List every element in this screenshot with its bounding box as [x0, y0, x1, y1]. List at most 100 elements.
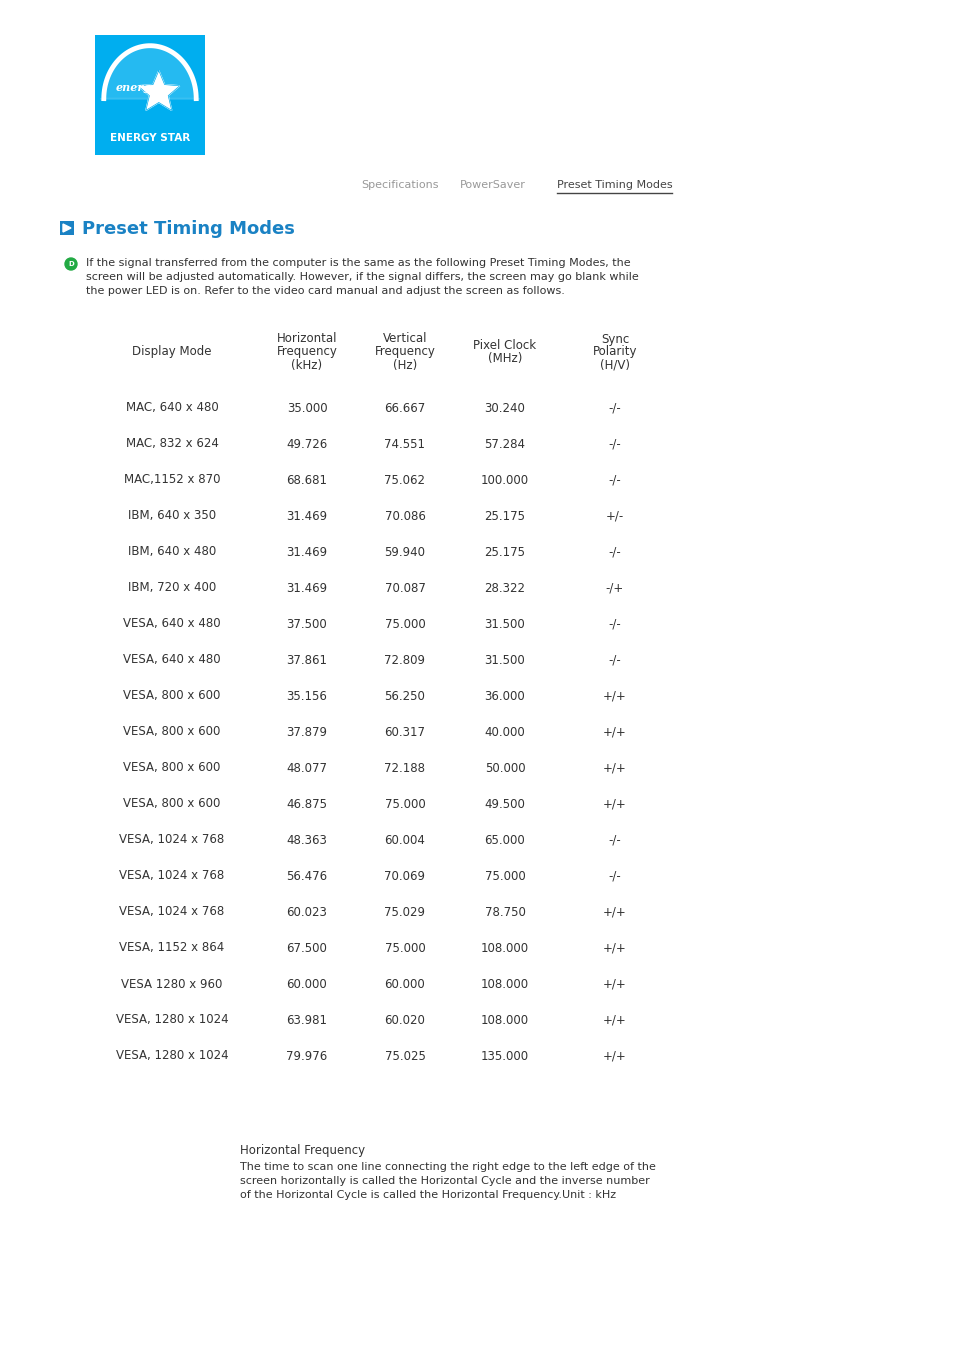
Text: 59.940: 59.940 — [384, 546, 425, 558]
Text: 60.023: 60.023 — [286, 905, 327, 919]
Text: 108.000: 108.000 — [480, 942, 529, 955]
Text: 135.000: 135.000 — [480, 1050, 529, 1062]
Text: 49.500: 49.500 — [484, 797, 525, 811]
Text: VESA, 800 x 600: VESA, 800 x 600 — [123, 725, 220, 739]
Text: 60.317: 60.317 — [384, 725, 425, 739]
Text: MAC, 832 x 624: MAC, 832 x 624 — [126, 438, 218, 450]
Text: Preset Timing Modes: Preset Timing Modes — [82, 220, 294, 238]
Text: 70.069: 70.069 — [384, 870, 425, 882]
Text: IBM, 640 x 480: IBM, 640 x 480 — [128, 546, 216, 558]
Text: 79.976: 79.976 — [286, 1050, 327, 1062]
Text: VESA, 640 x 480: VESA, 640 x 480 — [123, 654, 220, 666]
Text: +/+: +/+ — [602, 905, 626, 919]
Text: 75.000: 75.000 — [384, 942, 425, 955]
Text: Horizontal: Horizontal — [276, 332, 337, 346]
Text: 70.086: 70.086 — [384, 509, 425, 523]
Text: 67.500: 67.500 — [286, 942, 327, 955]
Text: If the signal transferred from the computer is the same as the following Preset : If the signal transferred from the compu… — [86, 258, 630, 267]
Text: VESA, 800 x 600: VESA, 800 x 600 — [123, 762, 220, 774]
Text: 72.188: 72.188 — [384, 762, 425, 774]
Text: 25.175: 25.175 — [484, 546, 525, 558]
Polygon shape — [63, 224, 71, 232]
Text: VESA, 1280 x 1024: VESA, 1280 x 1024 — [115, 1013, 228, 1027]
Text: 56.250: 56.250 — [384, 689, 425, 703]
Text: Preset Timing Modes: Preset Timing Modes — [557, 180, 672, 190]
Text: 40.000: 40.000 — [484, 725, 525, 739]
Polygon shape — [138, 70, 179, 111]
Text: VESA, 640 x 480: VESA, 640 x 480 — [123, 617, 220, 631]
Text: Frequency: Frequency — [375, 346, 435, 358]
Text: Polarity: Polarity — [592, 346, 637, 358]
Text: Frequency: Frequency — [276, 346, 337, 358]
FancyBboxPatch shape — [95, 35, 205, 122]
Text: 31.500: 31.500 — [484, 654, 525, 666]
Text: +/+: +/+ — [602, 725, 626, 739]
Text: -/-: -/- — [608, 834, 620, 847]
Text: 75.025: 75.025 — [384, 1050, 425, 1062]
Text: Horizontal Frequency: Horizontal Frequency — [240, 1144, 365, 1156]
Text: 31.500: 31.500 — [484, 617, 525, 631]
Text: 75.000: 75.000 — [384, 617, 425, 631]
Text: -/-: -/- — [608, 654, 620, 666]
Text: -/-: -/- — [608, 401, 620, 415]
Text: 31.469: 31.469 — [286, 546, 327, 558]
Text: IBM, 640 x 350: IBM, 640 x 350 — [128, 509, 215, 523]
Text: VESA, 1024 x 768: VESA, 1024 x 768 — [119, 834, 224, 847]
Text: +/+: +/+ — [602, 978, 626, 990]
Text: 48.363: 48.363 — [286, 834, 327, 847]
Text: 72.809: 72.809 — [384, 654, 425, 666]
Text: energy: energy — [115, 82, 158, 93]
Text: 60.004: 60.004 — [384, 834, 425, 847]
Text: 60.020: 60.020 — [384, 1013, 425, 1027]
Text: 75.062: 75.062 — [384, 473, 425, 486]
Polygon shape — [100, 46, 200, 99]
Text: VESA, 1024 x 768: VESA, 1024 x 768 — [119, 905, 224, 919]
Text: 37.500: 37.500 — [286, 617, 327, 631]
Text: 108.000: 108.000 — [480, 1013, 529, 1027]
Text: Specifications: Specifications — [361, 180, 438, 190]
Text: IBM, 720 x 400: IBM, 720 x 400 — [128, 581, 216, 594]
Text: (MHz): (MHz) — [487, 353, 521, 365]
Text: 35.000: 35.000 — [287, 401, 327, 415]
Text: +/-: +/- — [605, 509, 623, 523]
Text: 66.667: 66.667 — [384, 401, 425, 415]
Text: 48.077: 48.077 — [286, 762, 327, 774]
FancyBboxPatch shape — [95, 122, 205, 155]
Text: -/-: -/- — [608, 617, 620, 631]
Text: the power LED is on. Refer to the video card manual and adjust the screen as fol: the power LED is on. Refer to the video … — [86, 286, 564, 296]
Text: -/-: -/- — [608, 438, 620, 450]
Text: 75.029: 75.029 — [384, 905, 425, 919]
Circle shape — [65, 258, 77, 270]
Text: 108.000: 108.000 — [480, 978, 529, 990]
Text: VESA, 1152 x 864: VESA, 1152 x 864 — [119, 942, 224, 955]
Text: 30.240: 30.240 — [484, 401, 525, 415]
Text: +/+: +/+ — [602, 762, 626, 774]
Text: -/-: -/- — [608, 870, 620, 882]
Text: -/+: -/+ — [605, 581, 623, 594]
Text: 78.750: 78.750 — [484, 905, 525, 919]
Text: 60.000: 60.000 — [384, 978, 425, 990]
Text: (H/V): (H/V) — [599, 358, 629, 372]
Text: ENERGY STAR: ENERGY STAR — [110, 134, 190, 143]
Text: (Hz): (Hz) — [393, 358, 416, 372]
Text: MAC,1152 x 870: MAC,1152 x 870 — [124, 473, 220, 486]
Text: VESA, 800 x 600: VESA, 800 x 600 — [123, 689, 220, 703]
Text: 50.000: 50.000 — [484, 762, 525, 774]
Text: +/+: +/+ — [602, 1013, 626, 1027]
Text: screen horizontally is called the Horizontal Cycle and the inverse number: screen horizontally is called the Horizo… — [240, 1175, 649, 1186]
Text: 28.322: 28.322 — [484, 581, 525, 594]
Text: 49.726: 49.726 — [286, 438, 327, 450]
Text: +/+: +/+ — [602, 942, 626, 955]
Text: D: D — [68, 261, 73, 267]
Text: -/-: -/- — [608, 546, 620, 558]
Text: 56.476: 56.476 — [286, 870, 327, 882]
Text: 36.000: 36.000 — [484, 689, 525, 703]
Text: 37.861: 37.861 — [286, 654, 327, 666]
Text: 35.156: 35.156 — [286, 689, 327, 703]
Text: VESA 1280 x 960: VESA 1280 x 960 — [121, 978, 222, 990]
Text: 74.551: 74.551 — [384, 438, 425, 450]
Text: Vertical: Vertical — [382, 332, 427, 346]
Text: The time to scan one line connecting the right edge to the left edge of the: The time to scan one line connecting the… — [240, 1162, 656, 1173]
Text: 70.087: 70.087 — [384, 581, 425, 594]
Text: Sync: Sync — [600, 332, 628, 346]
